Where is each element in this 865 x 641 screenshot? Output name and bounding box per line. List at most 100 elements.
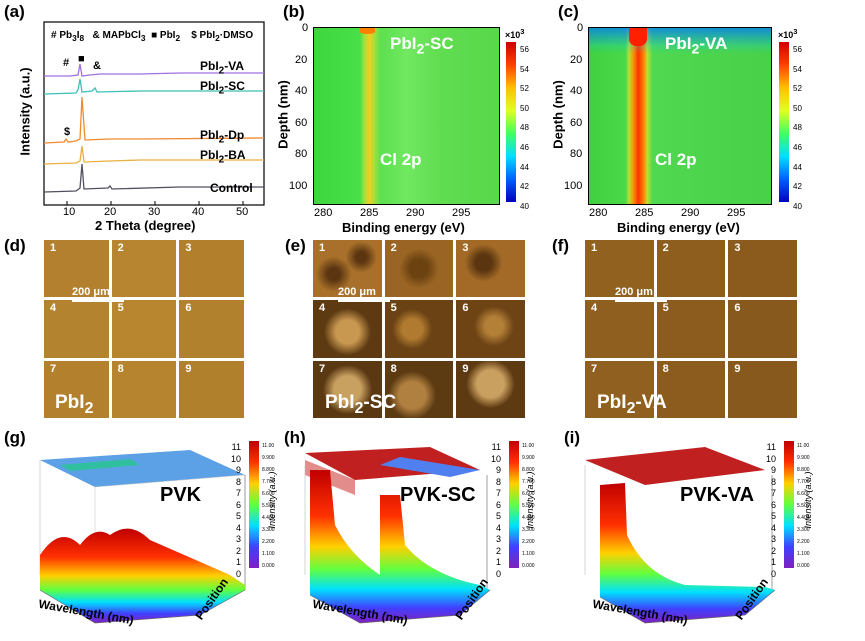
panel-b-ytick: 0 <box>302 22 309 34</box>
panel-f-label: (f) <box>552 236 569 255</box>
xrd-xtick-40: 40 <box>192 206 205 218</box>
micro-f-cell: 1 <box>585 240 654 298</box>
panel-e-scalebar-label: 200 μm <box>338 286 376 298</box>
panel-b-depth-map <box>313 27 500 205</box>
panel-i-surface-plot <box>584 447 776 624</box>
panel-b-ylabel: Depth (nm) <box>275 80 291 149</box>
xrd-marker-amp: & <box>93 60 101 72</box>
xrd-marker-dollar: $ <box>64 126 71 138</box>
micro-e-cell: 7 <box>313 360 382 418</box>
panel-g-colorbar <box>249 441 259 568</box>
panel-f-scalebar-label: 200 μm <box>615 286 653 298</box>
xrd-label-control: Control <box>210 181 253 195</box>
panel-a-xrd-plot <box>43 21 265 206</box>
panel-e-scalebar <box>338 300 390 302</box>
xrd-curve-dp <box>43 96 265 144</box>
panel-c-xtick: 280 <box>589 207 608 219</box>
micro-d-cell: 8 <box>111 360 177 418</box>
micro-d-cell: 7 <box>44 360 109 418</box>
panel-a-label: (a) <box>4 2 25 21</box>
panel-c-ytick: 80 <box>570 148 583 160</box>
panel-c-cbar-ticks: 56 54 52 50 48 46 44 42 40 <box>793 45 802 211</box>
xrd-marker-hash: # <box>63 57 70 69</box>
panel-c-label: (c) <box>558 2 579 21</box>
xrd-legend: # Pb3I8 & MAPbCl3 ■ PbI2 $ PbI2·DMSO <box>51 30 254 43</box>
panel-i-zlabel: Intensity (a.u.) <box>803 471 813 529</box>
panel-b-ytick: 20 <box>295 54 308 66</box>
panel-b-cbar-ticks: 56 54 52 50 48 46 44 42 40 <box>520 45 529 211</box>
panel-b-xtick: 290 <box>406 207 425 219</box>
micro-d-cell: 2 <box>111 240 177 298</box>
panel-c-ytick: 100 <box>564 180 583 192</box>
panel-c-surface-layer <box>589 28 771 54</box>
xrd-xtick-50: 50 <box>236 206 249 218</box>
panel-c-xtick: 285 <box>635 207 654 219</box>
panel-c-cbar-title: ×103 <box>778 27 798 40</box>
panel-d-scalebar <box>72 300 124 302</box>
micro-f-cell: 4 <box>585 300 654 358</box>
panel-b-label: (b) <box>283 2 305 21</box>
panel-b-colorbar <box>506 42 516 202</box>
panel-d-title: PbI2 <box>55 392 94 417</box>
panel-e-title: PbI2-SC <box>325 392 397 417</box>
panel-c-peak-label: Cl 2p <box>655 150 697 169</box>
panel-h-zlabel: Intensity (a.u.) <box>525 471 535 529</box>
micro-e-cell: 2 <box>384 240 454 298</box>
xrd-curve-control <box>43 163 264 193</box>
xrd-xticks <box>66 201 244 205</box>
surface-i-top-map <box>585 447 765 485</box>
xrd-xtick-10: 10 <box>63 206 76 218</box>
panel-e-micrograph-grid: 1 2 3 4 5 6 7 8 9 <box>313 240 525 418</box>
panel-c-ytick: 20 <box>570 54 583 66</box>
panel-g-cbar-ticks: 11.00 9.900 8.800 7.700 6.600 5.500 4.400 3.3… <box>262 443 275 569</box>
panel-b-ytick: 80 <box>295 148 308 160</box>
surface-i-mesh <box>600 483 775 623</box>
xrd-ylabel: Intensity (a.u.) <box>17 67 33 156</box>
panel-b-ytick: 60 <box>295 117 308 129</box>
panel-c-ytick: 40 <box>570 85 583 97</box>
panel-b-cbar-title: ×103 <box>505 27 525 40</box>
xrd-curve-va <box>44 63 264 77</box>
panel-e-label: (e) <box>285 236 306 255</box>
micro-e-cell: 6 <box>456 300 525 358</box>
panel-c-ylabel: Depth (nm) <box>550 80 566 149</box>
panel-d-micrograph-grid: 1 2 3 4 5 6 7 8 9 <box>44 240 244 418</box>
micro-e-cell: 1 <box>313 240 382 298</box>
panel-c-ytick: 0 <box>577 22 584 34</box>
xrd-xtick-20: 20 <box>104 206 117 218</box>
micro-d-cell: 1 <box>44 240 109 298</box>
panel-b-xlabel: Binding energy (eV) <box>342 220 465 235</box>
panel-d-label: (d) <box>4 236 26 255</box>
micro-f-cell: 6 <box>728 300 797 358</box>
panel-g-surface-plot <box>39 450 246 624</box>
micro-e-cell: 3 <box>456 240 525 298</box>
panel-c-xtick: 295 <box>727 207 746 219</box>
panel-c-depth-map <box>588 27 772 205</box>
micro-f-cell: 3 <box>728 240 797 298</box>
micro-f-cell: 5 <box>656 300 726 358</box>
micro-e-cell: 5 <box>384 300 454 358</box>
panel-h-colorbar <box>509 441 519 568</box>
panel-b-title: PbI2-SC <box>390 34 454 58</box>
xrd-label-ba: PbI2-BA <box>200 148 246 166</box>
micro-f-cell: 8 <box>656 360 726 418</box>
panel-c-colorbar <box>779 42 789 202</box>
micro-f-cell: 7 <box>585 360 654 418</box>
panel-h-title: PVK-SC <box>400 484 476 506</box>
panel-c-ytick: 60 <box>570 117 583 129</box>
panel-b-xtick: 285 <box>360 207 379 219</box>
panel-g-title: PVK <box>160 484 202 506</box>
panel-b-surface-hotspot <box>360 28 376 34</box>
panel-i-cbar-ticks: 11.00 9.900 8.800 7.700 6.600 5.500 4.400 3.3… <box>797 443 810 569</box>
xrd-curve-ba <box>43 145 264 165</box>
xrd-marker-square: ■ <box>78 53 85 65</box>
panel-f-title: PbI2-VA <box>597 392 667 417</box>
micro-f-cell: 9 <box>728 360 797 418</box>
micro-e-cell: 9 <box>456 360 525 418</box>
panel-i-colorbar <box>784 441 794 568</box>
micro-d-cell: 6 <box>179 300 244 358</box>
panel-c-surface-hotspot <box>629 28 648 46</box>
micro-e-cell: 4 <box>313 300 382 358</box>
